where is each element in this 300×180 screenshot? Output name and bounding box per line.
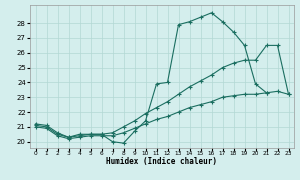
- X-axis label: Humidex (Indice chaleur): Humidex (Indice chaleur): [106, 158, 218, 166]
